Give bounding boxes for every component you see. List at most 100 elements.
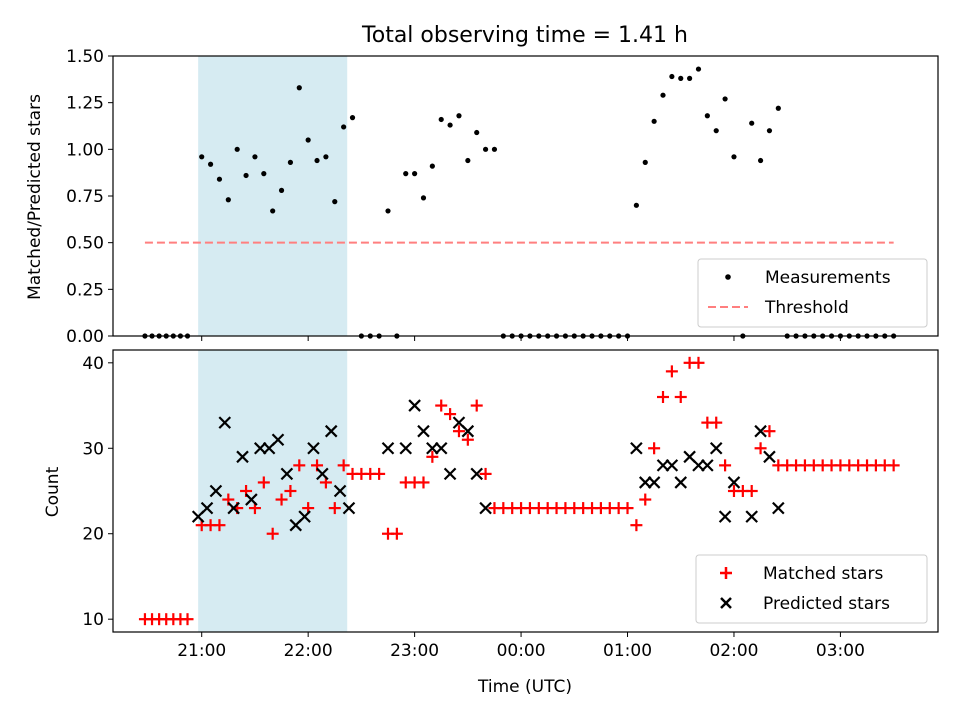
measurement-point — [731, 154, 737, 160]
matched-star-marker — [887, 459, 900, 472]
predicted-star-marker — [434, 441, 448, 455]
matched-star-marker — [630, 519, 643, 532]
predicted-star-marker — [461, 424, 475, 438]
matched-star-marker — [444, 408, 457, 421]
top-axes-frame — [112, 55, 939, 337]
x-tick-label: 00:00 — [497, 641, 546, 661]
measurement-point — [660, 92, 666, 98]
top-y-axis-ticks: 0.00 0.25 0.50 0.75 1.00 1.25 1.50 — [66, 47, 113, 347]
matched-star-marker — [293, 459, 306, 472]
matched-star-marker — [266, 527, 279, 540]
measurement-point — [243, 172, 249, 179]
measurement-point — [757, 157, 764, 164]
matched-star-marker — [754, 442, 767, 455]
matched-star-marker — [657, 391, 669, 403]
measurement-point — [651, 118, 657, 124]
predicted-stars-points — [191, 399, 785, 532]
bottom-y-tick-label: 10 — [82, 610, 104, 630]
predicted-star-marker — [381, 441, 395, 455]
legend-matched-label: Matched stars — [763, 564, 883, 584]
bottom-legend-box — [695, 554, 928, 624]
matched-star-marker — [275, 493, 288, 506]
legend-threshold-label: Threshold — [764, 298, 849, 318]
measurement-point — [199, 154, 205, 160]
matched-star-marker — [479, 467, 492, 480]
measurement-point — [678, 75, 684, 81]
bottom-legend: Matched stars Predicted stars — [695, 554, 928, 624]
measurement-point — [252, 154, 258, 160]
predicted-star-marker — [718, 510, 732, 523]
top-y-tick-label: 0.25 — [66, 280, 104, 300]
measurement-point — [642, 159, 648, 165]
predicted-star-marker — [754, 424, 767, 438]
measurement-point — [695, 66, 702, 72]
matched-star-marker — [181, 613, 194, 626]
measurement-point — [349, 115, 356, 121]
top-y-tick-label: 0.00 — [66, 327, 104, 347]
measurement-point — [270, 208, 276, 214]
predicted-star-marker — [280, 467, 294, 481]
bottom-y-axis-label: Count — [43, 466, 63, 517]
x-axis-label: Time (UTC) — [477, 677, 572, 697]
bottom-y-tick-label: 40 — [82, 354, 104, 374]
top-y-tick-label: 0.50 — [66, 234, 104, 254]
matched-star-marker — [257, 476, 270, 489]
matched-star-marker — [639, 493, 652, 506]
predicted-star-marker — [479, 501, 492, 515]
matched-star-marker — [426, 450, 439, 463]
measurement-point — [775, 105, 781, 111]
measurement-point — [766, 128, 773, 134]
matched-star-marker — [435, 399, 448, 412]
measurement-point — [438, 116, 444, 123]
chart-title: Total observing time = 1.41 h — [361, 23, 688, 48]
measurement-point — [207, 161, 214, 167]
legend-measurements-label: Measurements — [765, 268, 891, 288]
measurement-point — [687, 75, 693, 81]
bottom-axes-frame — [112, 349, 939, 633]
predicted-star-marker — [316, 467, 329, 481]
observing-window-shade — [198, 56, 348, 336]
matched-star-marker — [461, 433, 474, 446]
ratio-panel: 0.00 0.25 0.50 0.75 1.00 1.25 1.50 Matched/Pre… — [25, 47, 939, 347]
x-tick-label: 01:00 — [603, 641, 652, 661]
measurement-point — [420, 195, 427, 201]
measurement-point — [234, 146, 240, 152]
matched-star-marker — [621, 502, 634, 515]
predicted-star-marker — [218, 416, 232, 429]
matched-star-marker — [665, 365, 678, 378]
matched-star-marker — [284, 485, 297, 497]
measurement-point — [261, 171, 267, 177]
observing-window-shade-bottom — [198, 350, 348, 632]
matched-star-marker — [470, 399, 483, 412]
predicted-star-marker — [647, 476, 661, 489]
measurement-point — [447, 122, 453, 128]
x-tick-label: 21:00 — [177, 641, 226, 661]
measurement-point — [704, 113, 710, 119]
predicted-star-marker — [236, 450, 249, 464]
bottom-x-axis-ticks: 21:00 22:00 23:00 00:00 01:00 02:00 03:00 — [177, 632, 865, 661]
x-tick-label: 23:00 — [390, 641, 439, 661]
measurement-point — [749, 120, 755, 126]
top-y-tick-label: 0.75 — [66, 187, 104, 207]
top-x-axis-ticks — [201, 336, 841, 341]
predicted-star-marker — [665, 459, 679, 472]
matched-star-marker — [390, 527, 403, 540]
matched-stars-points — [138, 356, 900, 626]
measurement-point — [332, 199, 338, 205]
top-y-axis-label: Matched/Predicted stars — [25, 94, 45, 300]
predicted-star-marker — [709, 441, 723, 455]
measurement-point — [403, 171, 409, 177]
legend-measurements-marker — [725, 274, 731, 280]
matched-star-marker — [328, 502, 341, 515]
predicted-star-marker — [674, 476, 688, 489]
predicted-star-marker — [443, 467, 457, 481]
measurement-point — [216, 176, 223, 182]
predicted-star-marker — [763, 450, 776, 464]
predicted-star-marker — [470, 467, 483, 481]
matched-star-marker — [373, 467, 386, 480]
matched-star-marker — [417, 476, 430, 489]
measurement-point — [429, 163, 435, 169]
measurement-point — [722, 96, 728, 102]
measurement-point — [456, 113, 462, 119]
top-y-tick-label: 1.50 — [66, 47, 104, 67]
